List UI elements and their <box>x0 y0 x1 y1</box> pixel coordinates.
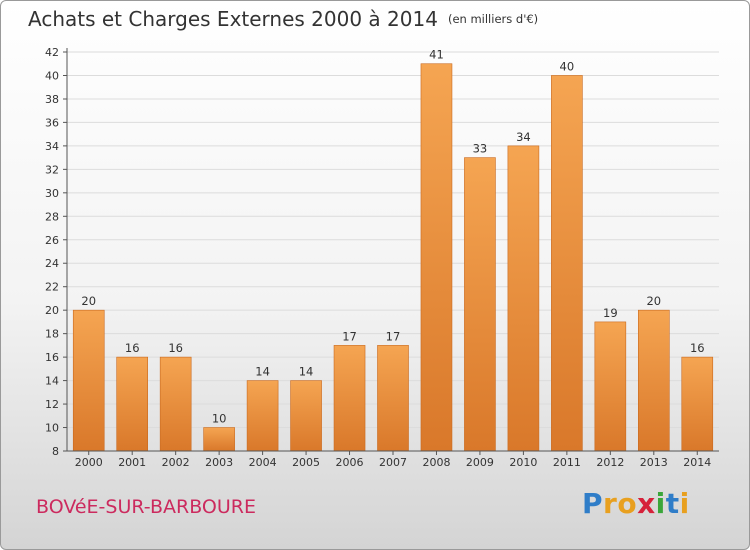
bar <box>594 321 627 452</box>
data-label: 14 <box>299 365 314 379</box>
x-tick-label: 2006 <box>336 456 364 469</box>
y-tick-label: 38 <box>45 93 59 106</box>
x-tick-label: 2000 <box>75 456 103 469</box>
y-tick-label: 40 <box>45 69 59 82</box>
brand-logo[interactable]: Proxiti <box>582 487 690 520</box>
bar <box>507 145 540 452</box>
bar <box>72 309 105 452</box>
y-tick-label: 8 <box>52 445 59 458</box>
bar <box>333 345 366 452</box>
axes: 8 10 12 14 16 18 20 22 24 26 28 30 32 34 36 38 40 42 2000 2… <box>45 46 719 469</box>
bars: 20 16 16 10 14 14 17 17 41 33 34 40 19 20 16 <box>72 48 714 452</box>
x-tick-label: 2013 <box>640 456 668 469</box>
y-tick-label: 32 <box>45 163 59 176</box>
bar <box>551 75 583 452</box>
brand-letter: t <box>665 487 680 520</box>
y-tick-label: 22 <box>45 281 59 294</box>
y-tick-label: 26 <box>45 234 59 247</box>
y-tick-label: 14 <box>45 375 59 388</box>
bar <box>159 356 192 452</box>
brand-letter: i <box>655 487 666 520</box>
y-tick-label: 20 <box>45 304 59 317</box>
x-tick-label: 2010 <box>509 456 537 469</box>
x-tick-label: 2004 <box>249 456 277 469</box>
y-tick-label: 12 <box>45 398 59 411</box>
x-tick-label: 2014 <box>683 456 711 469</box>
data-label: 14 <box>255 365 270 379</box>
bar <box>637 309 670 452</box>
bar <box>116 356 148 452</box>
data-label: 16 <box>690 341 705 355</box>
data-label: 17 <box>386 329 401 343</box>
brand-letter: P <box>582 487 604 520</box>
data-label: 34 <box>516 130 531 144</box>
y-tick-label: 28 <box>45 210 59 223</box>
x-tick-label: 2011 <box>553 456 581 469</box>
y-tick-label: 10 <box>45 422 59 435</box>
x-tick-label: 2009 <box>466 456 494 469</box>
chart-title: Achats et Charges Externes 2000 à 2014 <box>28 7 438 31</box>
x-tick-label: 2008 <box>422 456 450 469</box>
chart-unit: (en milliers d'€) <box>447 12 539 26</box>
bar <box>290 380 322 452</box>
data-label: 16 <box>168 341 183 355</box>
data-label: 20 <box>81 294 96 308</box>
y-tick-label: 42 <box>45 46 59 59</box>
brand-letter: i <box>679 487 690 520</box>
data-label: 40 <box>560 59 575 73</box>
y-tick-label: 30 <box>45 187 59 200</box>
x-tick-label: 2002 <box>162 456 190 469</box>
data-label: 41 <box>429 48 444 62</box>
x-tick-label: 2012 <box>596 456 624 469</box>
bar <box>420 63 453 452</box>
x-tick-label: 2005 <box>292 456 320 469</box>
data-label: 19 <box>603 306 618 320</box>
bar <box>203 427 235 452</box>
y-tick-label: 34 <box>45 140 59 153</box>
data-label: 33 <box>473 142 488 156</box>
data-label: 20 <box>646 294 661 308</box>
y-tick-label: 16 <box>45 351 59 364</box>
brand-letter: o <box>617 487 638 520</box>
title-block: Achats et Charges Externes 2000 à 2014 (e… <box>28 7 538 31</box>
y-tick-label: 36 <box>45 116 59 129</box>
y-tick-label: 18 <box>45 328 59 341</box>
bar <box>377 345 409 452</box>
bar <box>246 380 279 452</box>
x-tick-label: 2003 <box>205 456 233 469</box>
bar <box>681 356 714 452</box>
brand-letter: x <box>637 487 656 520</box>
data-label: 17 <box>342 329 357 343</box>
x-tick-label: 2007 <box>379 456 407 469</box>
x-tick-label: 2001 <box>118 456 146 469</box>
commune-name: BOVéE-SUR-BARBOURE <box>36 496 256 518</box>
data-label: 16 <box>125 341 140 355</box>
y-tick-label: 24 <box>45 257 59 270</box>
bar <box>464 157 496 452</box>
brand-letter: r <box>603 487 618 520</box>
data-label: 10 <box>212 412 227 426</box>
